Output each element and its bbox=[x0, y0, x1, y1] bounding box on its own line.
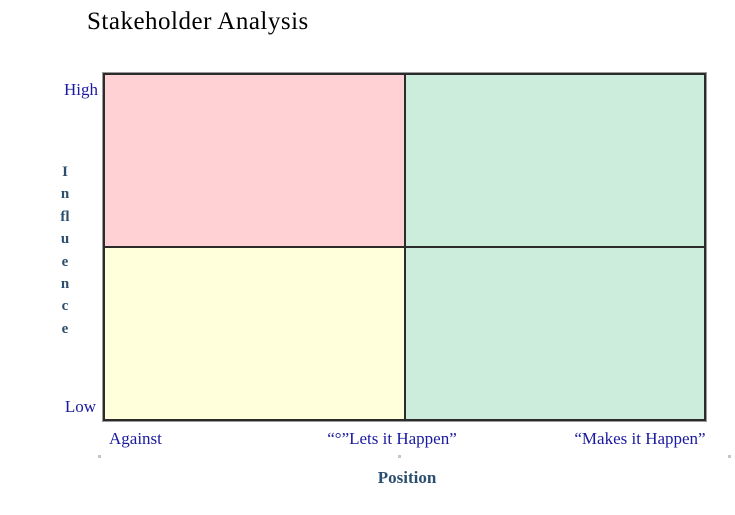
x-axis-title-position: Position bbox=[377, 468, 437, 487]
y-axis-letter: e bbox=[61, 320, 69, 337]
quadrant-high-against bbox=[105, 75, 404, 246]
quadrant-high-makes-it-happen bbox=[405, 75, 704, 246]
axis-tick-mark bbox=[728, 455, 731, 458]
y-axis-letter: n bbox=[60, 186, 70, 203]
x-axis-label-against: Against bbox=[109, 429, 162, 448]
y-axis-letter: e bbox=[61, 253, 69, 270]
y-axis-letter: n bbox=[60, 276, 70, 293]
y-axis-low-label: Low bbox=[64, 397, 96, 416]
y-axis-letter: c bbox=[61, 298, 69, 315]
x-axis-label-lets-it-happen: “°”Lets it Happen” bbox=[327, 429, 457, 448]
quadrant-low-against bbox=[105, 248, 404, 419]
axis-tick-mark bbox=[398, 455, 401, 458]
y-axis-high-label: High bbox=[64, 80, 98, 99]
y-axis-letter: u bbox=[60, 231, 70, 248]
x-axis-label-makes-it-happen: “Makes it Happen” bbox=[574, 429, 706, 448]
y-axis-letter: fl bbox=[60, 208, 70, 225]
quadrant-low-makes-it-happen bbox=[405, 248, 704, 419]
y-axis-letter: I bbox=[62, 164, 68, 180]
chart-title: Stakeholder Analysis bbox=[87, 8, 309, 35]
y-axis-title-influence: I n fl u e n c e bbox=[54, 161, 76, 340]
axis-tick-mark bbox=[98, 455, 101, 458]
plot-area bbox=[102, 72, 707, 422]
